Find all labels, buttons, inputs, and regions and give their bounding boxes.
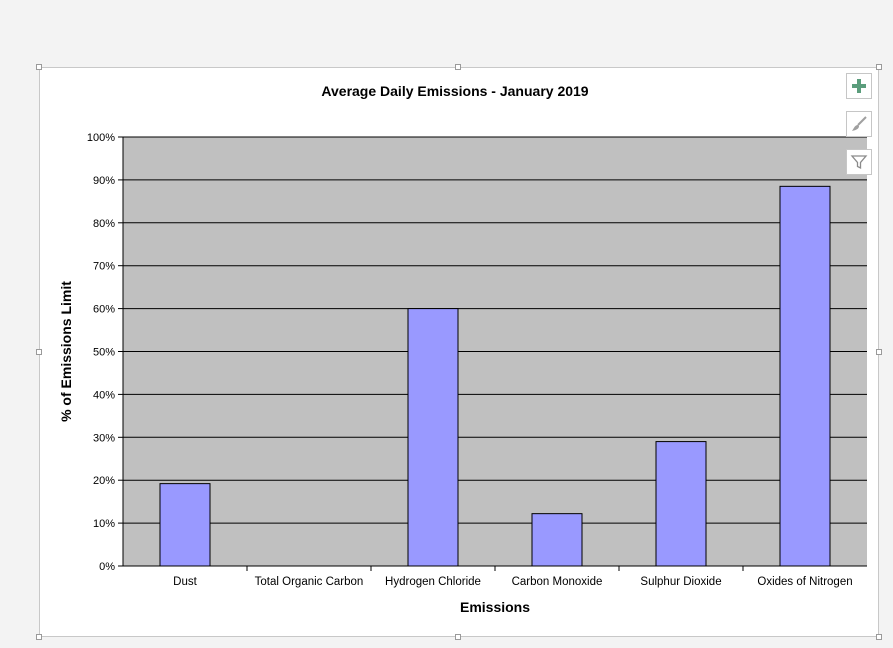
brush-icon — [852, 116, 867, 131]
y-tick-label: 20% — [93, 475, 115, 487]
resize-handle-middle-right[interactable] — [876, 349, 882, 355]
y-tick-label: 0% — [99, 561, 115, 573]
bar — [655, 441, 707, 567]
bar-chart: Average Daily Emissions - January 2019 0%… — [58, 83, 867, 615]
resize-handle-top-right[interactable] — [876, 64, 882, 70]
y-tick-label: 60% — [93, 304, 115, 316]
x-tick-label: Sulphur Dioxide — [640, 576, 721, 588]
x-tick-label: Oxides of Nitrogen — [757, 576, 852, 588]
chart-styles-button[interactable] — [846, 111, 872, 137]
x-tick-label: Total Organic Carbon — [255, 576, 364, 588]
y-tick-label: 80% — [93, 218, 115, 230]
bar — [407, 308, 459, 567]
x-tick-label: Carbon Monoxide — [512, 576, 603, 588]
resize-handle-middle-left[interactable] — [36, 349, 42, 355]
chart-area[interactable]: Average Daily Emissions - January 2019 0%… — [39, 67, 879, 637]
y-axis-title: % of Emissions Limit — [58, 281, 74, 422]
resize-handle-top-left[interactable] — [36, 64, 42, 70]
x-tick-label: Dust — [173, 576, 197, 588]
y-tick-label: 30% — [93, 432, 115, 444]
bar — [159, 483, 211, 567]
y-tick-label: 40% — [93, 389, 115, 401]
x-axis-title: Emissions — [460, 599, 530, 615]
chart-title: Average Daily Emissions - January 2019 — [321, 83, 588, 99]
resize-handle-top-center[interactable] — [455, 64, 461, 70]
resize-handle-bottom-right[interactable] — [876, 634, 882, 640]
chart-filters-button[interactable] — [846, 149, 872, 175]
y-tick-label: 10% — [93, 518, 115, 530]
resize-handle-bottom-center[interactable] — [455, 634, 461, 640]
y-tick-label: 100% — [87, 132, 115, 144]
bar — [531, 513, 583, 567]
resize-handle-bottom-left[interactable] — [36, 634, 42, 640]
bar — [779, 185, 831, 567]
chart-elements-button[interactable] — [846, 73, 872, 99]
plus-icon — [852, 79, 866, 93]
y-tick-label: 90% — [93, 175, 115, 187]
filter-icon — [850, 155, 868, 170]
y-tick-label: 50% — [93, 347, 115, 359]
x-tick-label: Hydrogen Chloride — [385, 576, 481, 588]
y-tick-label: 70% — [93, 261, 115, 273]
